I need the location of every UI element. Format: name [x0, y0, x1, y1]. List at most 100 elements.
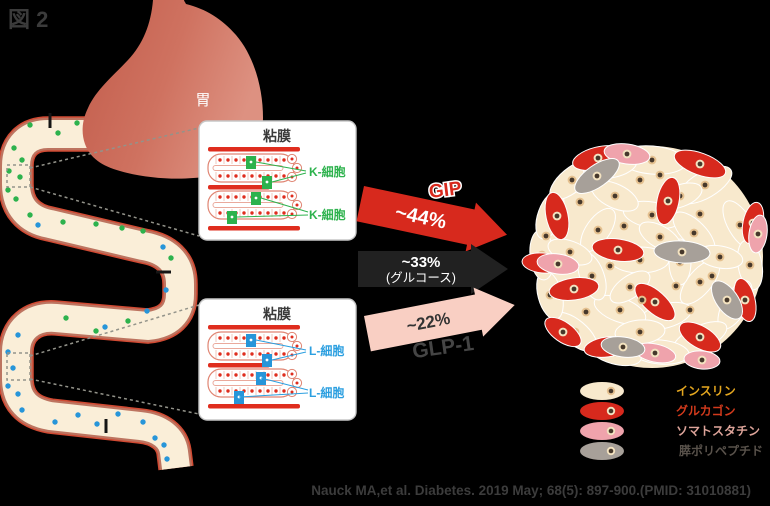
nucleus-dot [691, 230, 697, 236]
cell-nucleus [274, 158, 278, 162]
cell-nucleus [282, 352, 286, 356]
nucleus-dot [652, 350, 658, 356]
l-cell-dot [10, 365, 16, 371]
legend-row-somatostatin: ソマトスタチン [580, 422, 760, 440]
k-cell-dot [5, 187, 11, 193]
l-cell-dot [152, 435, 158, 441]
somatostatin-cell-swatch [580, 422, 624, 440]
cell-nucleus [226, 389, 230, 393]
cell-nucleus [226, 352, 230, 356]
nucleus-dot [621, 223, 627, 229]
villus-scallop-nucleus [295, 203, 299, 207]
cell-nucleus [242, 174, 246, 178]
cell-nucleus [250, 352, 254, 356]
k-cell-dot [119, 225, 125, 231]
k-cell-dot [168, 255, 174, 261]
islet-legend: インスリン グルカゴン ソマトスタチン 膵ポリペプチド [580, 382, 763, 460]
cell-nucleus [274, 195, 278, 199]
callout-rect-lower [6, 352, 31, 381]
nucleus-dot [624, 151, 630, 157]
nucleus-dot [577, 199, 583, 205]
nucleus-dot [747, 262, 753, 268]
k-cell-dot [140, 228, 146, 234]
mucosa-surface-bar [208, 325, 300, 330]
cell-nucleus [242, 195, 246, 199]
gip-label: GIP [428, 178, 463, 203]
l-cell-pointer-lines [238, 339, 309, 398]
l-cell-dot [144, 308, 150, 314]
pp-cell-swatch [580, 442, 624, 460]
k-cell-dot [13, 196, 19, 202]
villus-scallop-nucleus [295, 344, 299, 348]
mucosa-surface-bar [208, 147, 300, 152]
k-cell-dot [125, 318, 131, 324]
glucose-arrow: ~33% (グルコース) [358, 244, 508, 294]
nucleus-dot [571, 286, 577, 292]
cell-nucleus [226, 336, 230, 340]
cell-nucleus [234, 373, 238, 377]
nucleus-dot [697, 334, 703, 340]
cell-nucleus [250, 373, 254, 377]
cell-nucleus [258, 336, 262, 340]
cell-nucleus [234, 195, 238, 199]
nucleus-dot [569, 177, 575, 183]
nucleus-dot [657, 234, 663, 240]
nucleus-dot [567, 249, 573, 255]
cell-nucleus [258, 158, 262, 162]
nucleus-dot [724, 297, 730, 303]
nucleus-dot [620, 344, 626, 350]
cell-nucleus [218, 174, 222, 178]
villus-scallop-nucleus [290, 372, 294, 376]
nucleus-dot [612, 193, 618, 199]
l-cell-dot [5, 383, 11, 389]
nucleus-dot [687, 307, 693, 313]
cell-nucleus [242, 352, 246, 356]
cell-nucleus [226, 174, 230, 178]
villus-scallop-nucleus [290, 194, 294, 198]
cell-nucleus [226, 373, 230, 377]
nucleus-dot [595, 155, 601, 161]
k-cell-dot [27, 212, 33, 218]
l-cell-dot [94, 421, 100, 427]
legend-label-insulin: インスリン [676, 384, 736, 398]
cell-nucleus [250, 389, 254, 393]
nucleus-dot [554, 213, 560, 219]
l-cell-label-2: L-細胞 [309, 385, 344, 400]
mucosa-title-lower: 粘膜 [263, 306, 291, 322]
kl-cell-dots [5, 120, 174, 462]
cell-nucleus [282, 336, 286, 340]
l-cell-square-nucleus [265, 358, 269, 362]
cell-nucleus [226, 195, 230, 199]
callout-line [29, 127, 200, 169]
cell-nucleus [266, 211, 270, 215]
l-cell-dot [161, 442, 167, 448]
cell-nucleus [242, 158, 246, 162]
nucleus-dot [699, 357, 705, 363]
mucosa-surface-bar [208, 404, 300, 409]
callout-line [29, 186, 200, 237]
k-cell-dot [11, 145, 17, 151]
nucleus-dot [607, 263, 613, 269]
cell-nucleus [266, 195, 270, 199]
nucleus-dot [755, 231, 761, 237]
cell-nucleus [282, 389, 286, 393]
l-cell-dot [102, 324, 108, 330]
cell-nucleus [242, 336, 246, 340]
k-cell-square-nucleus [230, 215, 234, 219]
villus-scallop-nucleus [290, 157, 294, 161]
k-cell-dot [93, 328, 99, 334]
legend-row-insulin: インスリン [580, 382, 736, 400]
glp1-arrow: ~22% [364, 287, 515, 352]
nucleus-dot [595, 227, 601, 233]
l-cell-dot [15, 332, 21, 338]
l-cell-dot [52, 419, 58, 425]
cell-nucleus [218, 373, 222, 377]
l-cell-dot [160, 244, 166, 250]
cell-nucleus [266, 373, 270, 377]
cell-nucleus [282, 211, 286, 215]
insulin-cell-swatch [580, 382, 624, 400]
cell-nucleus [282, 373, 286, 377]
l-cell-dot [15, 391, 21, 397]
callout-rect-upper [6, 164, 31, 188]
legend-label-glucagon: グルカゴン [676, 403, 736, 418]
